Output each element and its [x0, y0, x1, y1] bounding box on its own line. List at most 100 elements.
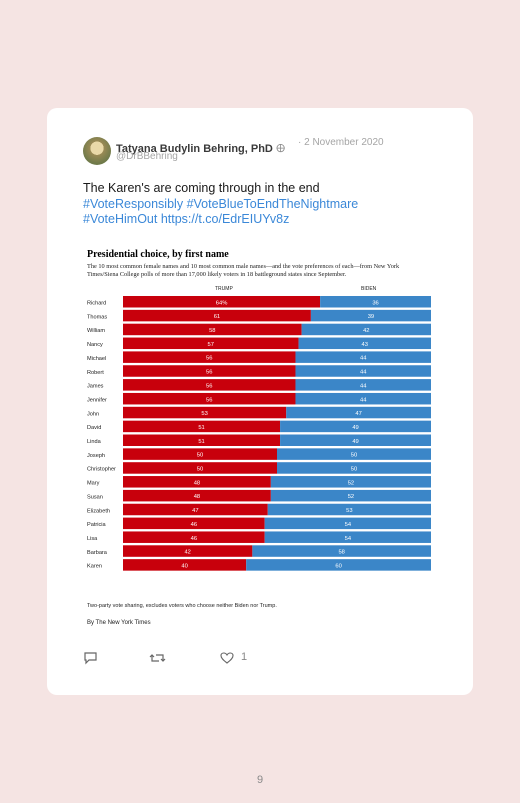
- tweet-image[interactable]: Presidential choice, by first name The 1…: [83, 244, 435, 632]
- category-label: Barbara: [87, 550, 108, 556]
- author-handle[interactable]: @DrBBehring: [116, 151, 178, 162]
- bar-value-label: 48: [194, 480, 200, 486]
- bar-biden: [280, 420, 431, 433]
- bar-trump: [123, 351, 296, 363]
- tweet-text: The Karen's are coming through in the en…: [83, 181, 443, 228]
- category-label: Mary: [87, 481, 100, 487]
- bar-value-label: 64%: [216, 300, 228, 306]
- bar-value-label: 49: [352, 439, 358, 445]
- chart-byline: By The New York Times: [87, 620, 151, 626]
- bar-trump: [123, 545, 253, 557]
- bar-value-label: 50: [197, 453, 203, 459]
- bar-value-label: 47: [355, 411, 361, 417]
- bar-biden: [280, 434, 431, 446]
- bar-biden: [301, 323, 431, 336]
- tweet-actions: 1: [83, 651, 283, 667]
- column-header-biden: BIDEN: [361, 286, 377, 292]
- avatar[interactable]: [83, 137, 111, 165]
- like-icon[interactable]: [220, 651, 234, 670]
- bar-trump: [123, 337, 299, 350]
- like-count: 1: [241, 651, 248, 663]
- bar-trump: [123, 365, 296, 377]
- bar-value-label: 42: [363, 328, 369, 334]
- bar-biden: [267, 503, 431, 516]
- bar-value-label: 52: [348, 480, 354, 486]
- reply-icon[interactable]: [83, 651, 98, 670]
- bar-value-label: 49: [352, 425, 358, 431]
- bar-trump: [123, 503, 268, 516]
- bar-trump: [123, 559, 247, 571]
- bar-trump: [123, 476, 271, 488]
- author-name[interactable]: Tatyana Budylin Behring, PhD 🜨: [116, 143, 286, 155]
- bar-trump: [123, 462, 277, 474]
- bar-biden: [277, 462, 431, 474]
- bar-value-label: 43: [362, 342, 368, 348]
- bar-trump: [123, 406, 287, 419]
- bar-biden: [286, 406, 431, 419]
- page-number: 9: [256, 774, 264, 786]
- bar-trump: [123, 489, 271, 502]
- bar-biden: [320, 296, 431, 308]
- bar-biden: [295, 379, 431, 391]
- category-label: Michael: [87, 356, 106, 362]
- tweet-text-line: The Karen's are coming through in the en…: [83, 181, 320, 195]
- bar-value-label: 47: [192, 508, 198, 514]
- bar-value-label: 58: [338, 550, 344, 556]
- bar-value-label: 54: [345, 536, 352, 542]
- bar-biden: [252, 545, 431, 557]
- url-link[interactable]: https://t.co/EdrEIUYv8z: [160, 212, 290, 226]
- bar-biden: [270, 489, 431, 502]
- hashtag-link[interactable]: #VoteBlueToEndTheNightmare: [186, 196, 359, 211]
- bar-value-label: 44: [360, 397, 367, 403]
- bar-biden: [310, 309, 431, 322]
- bar-biden: [295, 365, 431, 377]
- category-label: Christopher: [87, 467, 116, 473]
- bar-value-label: 44: [360, 383, 367, 389]
- bar-trump: [123, 323, 302, 336]
- bar-value-label: 46: [191, 522, 197, 528]
- category-label: Susan: [87, 494, 103, 500]
- bar-value-label: 56: [206, 397, 212, 403]
- bar-value-label: 52: [348, 494, 354, 500]
- category-label: Jennifer: [87, 397, 107, 403]
- bar-biden: [295, 392, 431, 405]
- bar-trump: [123, 517, 265, 530]
- bar-biden: [298, 337, 431, 350]
- category-label: Richard: [87, 301, 106, 307]
- bar-trump: [123, 434, 281, 446]
- chart-subtitle: The 10 most common female names and 10 m…: [87, 263, 400, 278]
- bar-value-label: 48: [194, 494, 200, 500]
- hashtag-link[interactable]: #VoteHimOut: [83, 212, 158, 226]
- category-label: John: [87, 411, 99, 417]
- bar-biden: [264, 517, 431, 530]
- category-label: Elizabeth: [87, 508, 110, 514]
- bar-value-label: 44: [360, 356, 367, 362]
- bar-biden: [277, 448, 431, 460]
- bar-value-label: 44: [360, 370, 367, 376]
- bar-trump: [123, 392, 296, 405]
- retweet-icon[interactable]: [149, 651, 166, 670]
- bar-trump: [123, 309, 311, 322]
- tweet-date[interactable]: · 2 November 2020: [298, 137, 384, 148]
- category-label: Joseph: [87, 453, 105, 459]
- bar-biden: [264, 531, 431, 543]
- bar-value-label: 50: [197, 467, 203, 473]
- bar-biden: [246, 559, 431, 571]
- chart-note: Two-party vote sharing, excludes voters …: [87, 603, 277, 609]
- bar-trump: [123, 448, 277, 460]
- bar-trump: [123, 296, 321, 308]
- bar-value-label: 39: [368, 314, 374, 320]
- category-label: Patricia: [87, 522, 107, 528]
- column-header-trump: TRUMP: [215, 286, 233, 292]
- tweet-card: Tatyana Budylin Behring, PhD 🜨 · 2 Novem…: [47, 108, 473, 695]
- bar-trump: [123, 379, 296, 391]
- category-label: James: [87, 384, 104, 390]
- bar-value-label: 54: [345, 522, 352, 528]
- bar-value-label: 61: [214, 314, 220, 320]
- hashtag-link[interactable]: #VoteResponsibly: [83, 196, 184, 211]
- bar-value-label: 56: [206, 383, 212, 389]
- bar-value-label: 53: [201, 411, 207, 417]
- category-label: Lisa: [87, 536, 98, 542]
- bar-value-label: 56: [206, 356, 212, 362]
- category-label: Karen: [87, 564, 102, 570]
